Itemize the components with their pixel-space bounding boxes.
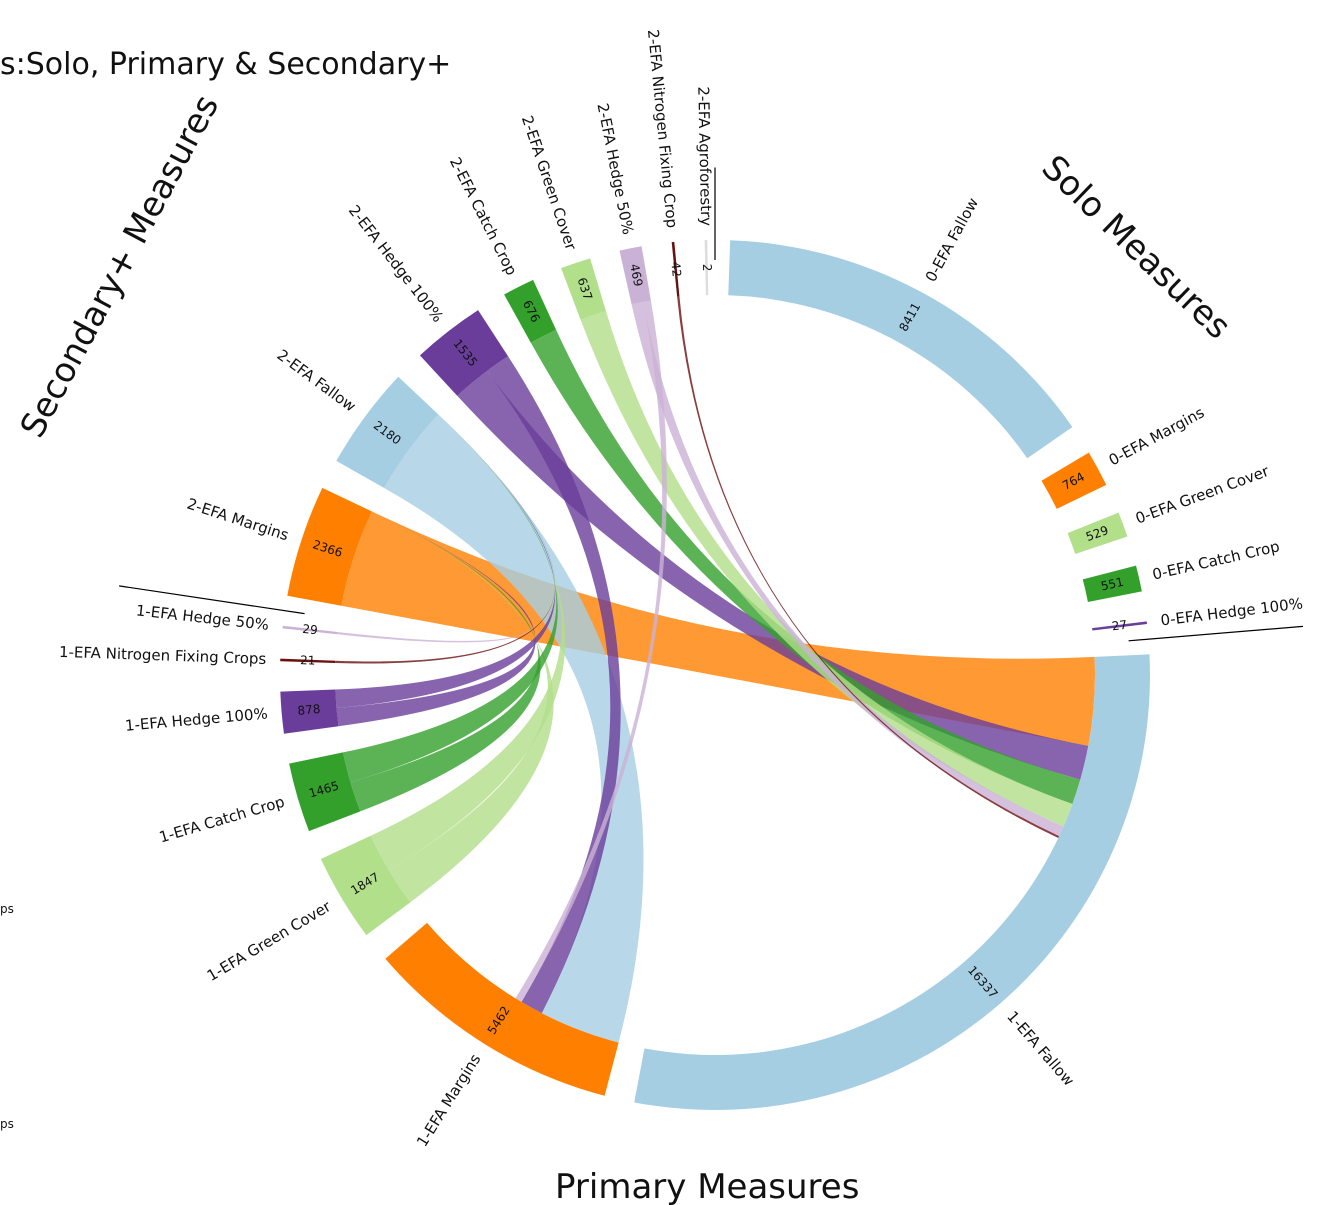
arc-label: 2-EFA Hedge 50% bbox=[593, 102, 637, 237]
arc-label: 2-EFA Green Cover bbox=[518, 113, 580, 253]
group-label-secondary: Secondary+ Measures bbox=[13, 89, 227, 445]
arc-value-label: 551 bbox=[1100, 575, 1125, 594]
group-separator-line bbox=[1128, 625, 1304, 642]
arc-label: 2-EFA Agroforestry bbox=[694, 86, 715, 226]
arc-label: 1-EFA Catch Crop bbox=[157, 793, 287, 847]
arc-label: 0-EFA Margins bbox=[1106, 403, 1208, 469]
ribbon bbox=[370, 414, 566, 871]
arc-value-label: 42 bbox=[668, 261, 683, 278]
arc-1-efa-nitrogen-fixing-crops bbox=[280, 658, 336, 664]
ribbon bbox=[486, 356, 621, 1014]
arc-1-efa-catch-crop bbox=[289, 752, 361, 832]
arc-value-label: 21 bbox=[300, 653, 316, 668]
ribbon bbox=[350, 511, 541, 812]
separator-lines bbox=[119, 167, 1304, 642]
arc-value-label: 2 bbox=[700, 264, 714, 272]
arc-label: 1-EFA Hedge 50% bbox=[135, 601, 270, 634]
arc-label: 2-EFA Fallow bbox=[274, 346, 359, 416]
arc-label: 1-EFA Green Cover bbox=[204, 897, 335, 985]
arc-1-efa-green-cover bbox=[320, 835, 411, 936]
arc-label: 0-EFA Catch Crop bbox=[1151, 537, 1282, 583]
arc-2-efa-agroforestry bbox=[704, 240, 709, 296]
group-separator-line bbox=[119, 585, 305, 615]
arc-0-efa-green-cover bbox=[1067, 512, 1128, 555]
ribbon bbox=[515, 300, 667, 1003]
arc-0-efa-hedge-100- bbox=[1092, 621, 1148, 631]
ribbon bbox=[457, 371, 1089, 780]
arc-value-label: 27 bbox=[1111, 618, 1128, 634]
arc-label: 2-EFA Hedge 100% bbox=[345, 202, 447, 326]
arc-0-efa-fallow bbox=[728, 240, 1073, 459]
arc-value-label: 469 bbox=[627, 263, 645, 288]
side-text-1: ps bbox=[0, 902, 14, 916]
group-label-primary: Primary Measures bbox=[555, 1167, 859, 1205]
arc-1-efa-fallow bbox=[634, 654, 1151, 1111]
arc-label: 0-EFA Green Cover bbox=[1133, 462, 1272, 528]
arc-label: 2-EFA Nitrogen Fixing Crop bbox=[644, 29, 681, 229]
arc-0-efa-catch-crop bbox=[1082, 565, 1142, 602]
arc-2-efa-catch-crop bbox=[504, 279, 557, 343]
arc-value-label: 637 bbox=[575, 276, 596, 302]
ribbon bbox=[384, 414, 644, 1043]
arc-label: 1-EFA Nitrogen Fixing Crops bbox=[59, 643, 267, 668]
arc-2-efa-hedge-50- bbox=[619, 246, 651, 305]
arc-label: 2-EFA Catch Crop bbox=[446, 154, 521, 278]
arc-0-efa-margins bbox=[1041, 452, 1107, 509]
chart-title: s:Solo, Primary & Secondary+ bbox=[0, 47, 451, 82]
arc-layer bbox=[280, 240, 1151, 1111]
arc-label: 1-EFA Fallow bbox=[1003, 1008, 1078, 1090]
arc-2-efa-fallow bbox=[336, 376, 439, 488]
arc-value-label: 29 bbox=[302, 622, 319, 638]
arc-1-efa-hedge-50- bbox=[282, 625, 338, 635]
arc-2-efa-nitrogen-fixing-crop bbox=[671, 241, 680, 297]
arc-2-efa-hedge-100- bbox=[419, 310, 509, 396]
arc-1-efa-hedge-100- bbox=[280, 689, 339, 734]
arc-1-efa-margins bbox=[385, 922, 619, 1096]
ribbon bbox=[371, 511, 554, 903]
arc-label: 2-EFA Margins bbox=[185, 495, 291, 545]
ribbon-layer bbox=[335, 296, 1096, 1043]
arc-2-efa-green-cover bbox=[561, 258, 606, 320]
arc-2-efa-margins bbox=[287, 487, 372, 606]
arc-label: 0-EFA Hedge 100% bbox=[1160, 594, 1304, 629]
arc-label: 1-EFA Margins bbox=[413, 1051, 484, 1150]
group-label-solo: Solo Measures bbox=[1034, 148, 1238, 347]
arc-label: 1-EFA Hedge 100% bbox=[124, 704, 268, 734]
arc-value-label: 878 bbox=[297, 702, 321, 718]
arc-label: 0-EFA Fallow bbox=[922, 195, 982, 285]
side-text-2: ps bbox=[0, 1117, 14, 1131]
ribbon bbox=[341, 511, 1096, 746]
